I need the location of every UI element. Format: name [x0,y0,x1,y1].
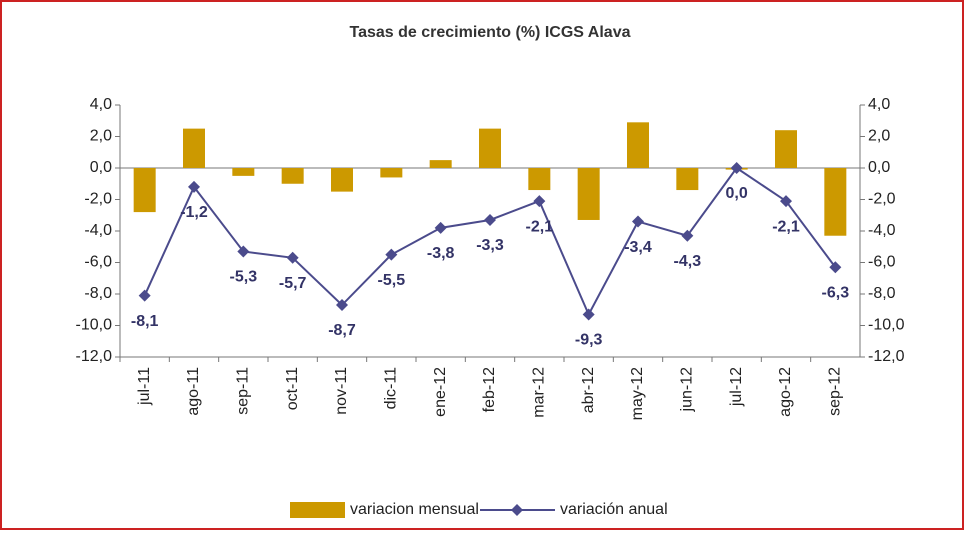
y-tick-label: -4,0 [84,222,112,239]
y2-tick-label: 4,0 [868,96,890,113]
y2-tick-label: 0,0 [868,159,890,176]
value-label: -9,3 [575,332,603,349]
x-tick-label: mar-12 [531,367,548,418]
marker [632,215,644,228]
x-tick-label: abr-12 [580,367,597,413]
value-label: -8,7 [328,322,356,339]
y-tick-label: -2,0 [84,191,112,208]
bar [627,122,649,168]
value-label: 0,0 [726,185,748,202]
value-label: -6,3 [822,284,850,301]
y2-tick-label: 2,0 [868,128,890,145]
value-label: -2,1 [526,218,554,235]
bar [676,168,699,191]
marker [484,213,496,226]
y2-tick-label: -4,0 [868,222,896,239]
bar [528,168,551,191]
bar [281,168,304,184]
legend-swatch [290,502,345,518]
marker [336,299,348,312]
value-label: -5,7 [279,275,307,292]
value-label: -3,3 [476,237,504,254]
y2-tick-label: -8,0 [868,285,896,302]
y-tick-label: 4,0 [90,96,112,113]
y-tick-label: 0,0 [90,159,112,176]
x-tick-label: dic-11 [383,367,400,409]
y2-tick-label: -2,0 [868,191,896,208]
marker [582,308,595,321]
y2-tick-label: -12,0 [868,348,905,365]
bar [429,160,452,168]
chart-title: Tasas de crecimiento (%) ICGS Alava [350,24,631,41]
legend-marker [511,504,523,516]
marker [138,289,151,302]
x-tick-label: sep-11 [235,367,252,415]
bar [331,168,353,192]
x-tick-label: jun-12 [679,367,696,413]
y-tick-label: -6,0 [84,254,112,271]
y2-tick-label: -10,0 [868,317,905,334]
x-tick-label: may-12 [629,367,646,420]
marker [533,195,546,208]
value-label: -8,1 [131,313,159,330]
legend-label: variacion mensual [350,501,479,518]
x-tick-label: ene-12 [432,367,449,417]
x-tick-label: nov-11 [333,367,350,415]
bar [775,130,797,168]
value-label: -3,4 [624,239,652,256]
y-tick-label: -10,0 [76,317,113,334]
marker [385,248,398,261]
value-label: -4,3 [674,253,702,270]
marker [286,251,299,264]
y-tick-label: -12,0 [76,348,113,365]
x-tick-label: feb-12 [481,367,498,412]
marker [237,245,250,258]
bar [577,168,600,220]
y2-tick-label: -6,0 [868,254,896,271]
marker [780,195,792,208]
bar [380,168,403,178]
marker [681,229,694,242]
x-tick-label: ago-11 [185,367,202,416]
marker [829,261,842,274]
bar [479,128,501,168]
x-tick-label: jul-12 [728,367,745,407]
x-tick-label: jul-11 [136,367,153,406]
value-label: -3,8 [427,245,455,262]
bar [183,128,205,168]
bar [824,168,847,236]
x-tick-label: ago-12 [777,367,794,417]
value-label: -5,5 [378,272,406,289]
marker [188,180,200,193]
y-tick-label: -8,0 [84,285,112,302]
legend-label: variación anual [560,501,668,518]
value-label: -2,1 [772,218,800,235]
marker [434,221,447,234]
marker [730,162,743,174]
x-tick-label: oct-11 [284,367,301,410]
value-label: -5,3 [230,269,258,286]
bar [232,168,255,176]
y-tick-label: 2,0 [90,128,112,145]
bar [133,168,156,213]
value-label: -1,2 [180,204,208,221]
x-tick-label: sep-12 [827,367,844,416]
